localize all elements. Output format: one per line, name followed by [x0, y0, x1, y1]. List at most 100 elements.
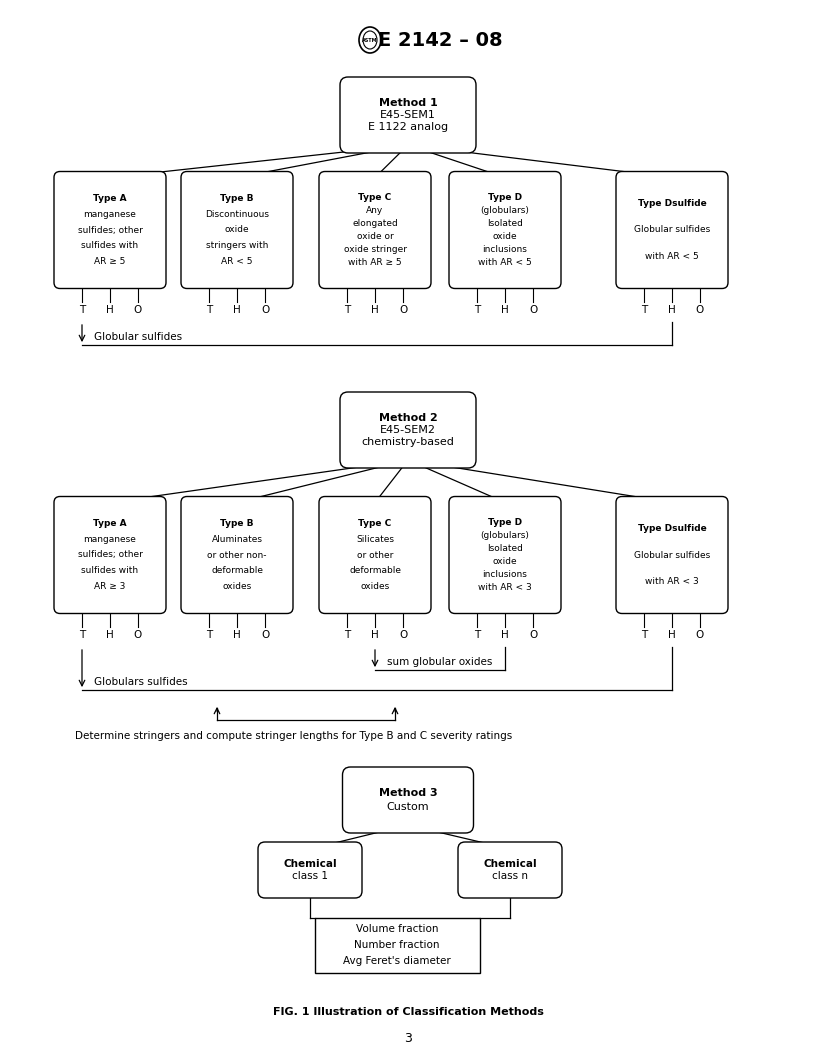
Text: T: T: [641, 305, 647, 315]
Text: AR ≥ 3: AR ≥ 3: [95, 582, 126, 591]
Text: O: O: [399, 630, 407, 640]
Text: Type D: Type D: [488, 192, 522, 202]
FancyBboxPatch shape: [181, 171, 293, 288]
Text: H: H: [501, 305, 509, 315]
Text: Avg Feret's diameter: Avg Feret's diameter: [343, 956, 451, 966]
FancyBboxPatch shape: [54, 496, 166, 614]
Text: sulfides with: sulfides with: [82, 566, 139, 576]
Text: T: T: [474, 305, 480, 315]
Text: inclusions: inclusions: [482, 245, 527, 254]
Text: oxide stringer: oxide stringer: [344, 245, 406, 254]
Text: deformable: deformable: [211, 566, 263, 576]
Text: O: O: [134, 630, 142, 640]
Text: Custom: Custom: [387, 803, 429, 812]
Text: oxide: oxide: [493, 232, 517, 241]
Text: O: O: [696, 630, 704, 640]
Text: chemistry-based: chemistry-based: [361, 437, 455, 448]
Text: Globular sulfides: Globular sulfides: [634, 226, 710, 234]
Text: sum globular oxides: sum globular oxides: [387, 657, 492, 667]
Text: (globulars): (globulars): [481, 531, 530, 540]
Text: manganese: manganese: [83, 534, 136, 544]
Text: Chemical: Chemical: [283, 859, 337, 869]
Text: Type A: Type A: [93, 518, 126, 528]
Text: E45-SEM1: E45-SEM1: [380, 110, 436, 120]
FancyBboxPatch shape: [258, 842, 362, 898]
Text: or other: or other: [357, 550, 393, 560]
Text: Isolated: Isolated: [487, 219, 523, 228]
Text: T: T: [79, 305, 85, 315]
Text: Type A: Type A: [93, 194, 126, 203]
Text: E45-SEM2: E45-SEM2: [380, 425, 436, 435]
Text: O: O: [261, 630, 269, 640]
Text: Discontinuous: Discontinuous: [205, 210, 269, 219]
Text: O: O: [529, 305, 537, 315]
Text: class 1: class 1: [292, 871, 328, 881]
Text: inclusions: inclusions: [482, 570, 527, 580]
FancyBboxPatch shape: [340, 77, 476, 153]
FancyBboxPatch shape: [340, 392, 476, 468]
Text: E 2142 – 08: E 2142 – 08: [378, 31, 503, 50]
FancyBboxPatch shape: [319, 496, 431, 614]
Text: with AR < 5: with AR < 5: [478, 259, 532, 267]
Text: oxide: oxide: [493, 558, 517, 566]
Text: Type D: Type D: [488, 517, 522, 527]
Text: Determine stringers and compute stringer lengths for Type B and C severity ratin: Determine stringers and compute stringer…: [75, 731, 512, 741]
FancyBboxPatch shape: [449, 496, 561, 614]
Text: sulfides with: sulfides with: [82, 242, 139, 250]
Text: AR ≥ 5: AR ≥ 5: [95, 257, 126, 266]
Text: (globulars): (globulars): [481, 206, 530, 214]
Text: Globular sulfides: Globular sulfides: [94, 332, 182, 342]
Text: Aluminates: Aluminates: [211, 534, 263, 544]
Text: Type C: Type C: [358, 518, 392, 528]
Text: with AR ≥ 5: with AR ≥ 5: [348, 259, 401, 267]
Text: Type B: Type B: [220, 194, 254, 203]
Text: H: H: [668, 305, 676, 315]
Text: H: H: [501, 630, 509, 640]
Text: oxides: oxides: [361, 582, 389, 591]
Text: T: T: [79, 630, 85, 640]
Text: T: T: [206, 630, 212, 640]
Text: Method 1: Method 1: [379, 97, 437, 108]
Text: Method 3: Method 3: [379, 788, 437, 797]
Text: Silicates: Silicates: [356, 534, 394, 544]
Text: H: H: [233, 305, 241, 315]
FancyBboxPatch shape: [616, 496, 728, 614]
Text: Number fraction: Number fraction: [354, 940, 440, 950]
Text: Globulars sulfides: Globulars sulfides: [94, 677, 188, 687]
Text: Type Dsulfide: Type Dsulfide: [637, 524, 707, 533]
FancyBboxPatch shape: [181, 496, 293, 614]
Text: AR < 5: AR < 5: [221, 257, 253, 266]
Ellipse shape: [363, 31, 377, 49]
Text: O: O: [261, 305, 269, 315]
Text: Type Dsulfide: Type Dsulfide: [637, 200, 707, 208]
Bar: [314, 918, 480, 973]
Text: Chemical: Chemical: [483, 859, 537, 869]
Text: deformable: deformable: [349, 566, 401, 576]
Text: T: T: [206, 305, 212, 315]
Text: T: T: [474, 630, 480, 640]
Text: Type B: Type B: [220, 518, 254, 528]
Text: oxides: oxides: [223, 582, 251, 591]
FancyBboxPatch shape: [449, 171, 561, 288]
Text: Type C: Type C: [358, 192, 392, 202]
Text: elongated: elongated: [353, 219, 398, 228]
Text: T: T: [344, 305, 350, 315]
Text: Method 2: Method 2: [379, 413, 437, 422]
Text: Globular sulfides: Globular sulfides: [634, 550, 710, 560]
Text: sulfides; other: sulfides; other: [78, 226, 143, 234]
FancyBboxPatch shape: [616, 171, 728, 288]
Text: or other non-: or other non-: [207, 550, 267, 560]
Text: H: H: [106, 305, 114, 315]
Text: T: T: [641, 630, 647, 640]
Text: E 1122 analog: E 1122 analog: [368, 122, 448, 132]
Text: manganese: manganese: [83, 210, 136, 219]
Text: with AR < 5: with AR < 5: [645, 251, 698, 261]
Text: with AR < 3: with AR < 3: [645, 577, 698, 586]
Ellipse shape: [359, 27, 381, 53]
Text: Any: Any: [366, 206, 384, 214]
Text: H: H: [371, 305, 379, 315]
Text: oxide or: oxide or: [357, 232, 393, 241]
Text: H: H: [106, 630, 114, 640]
Text: ASTM: ASTM: [362, 38, 378, 42]
FancyBboxPatch shape: [458, 842, 562, 898]
